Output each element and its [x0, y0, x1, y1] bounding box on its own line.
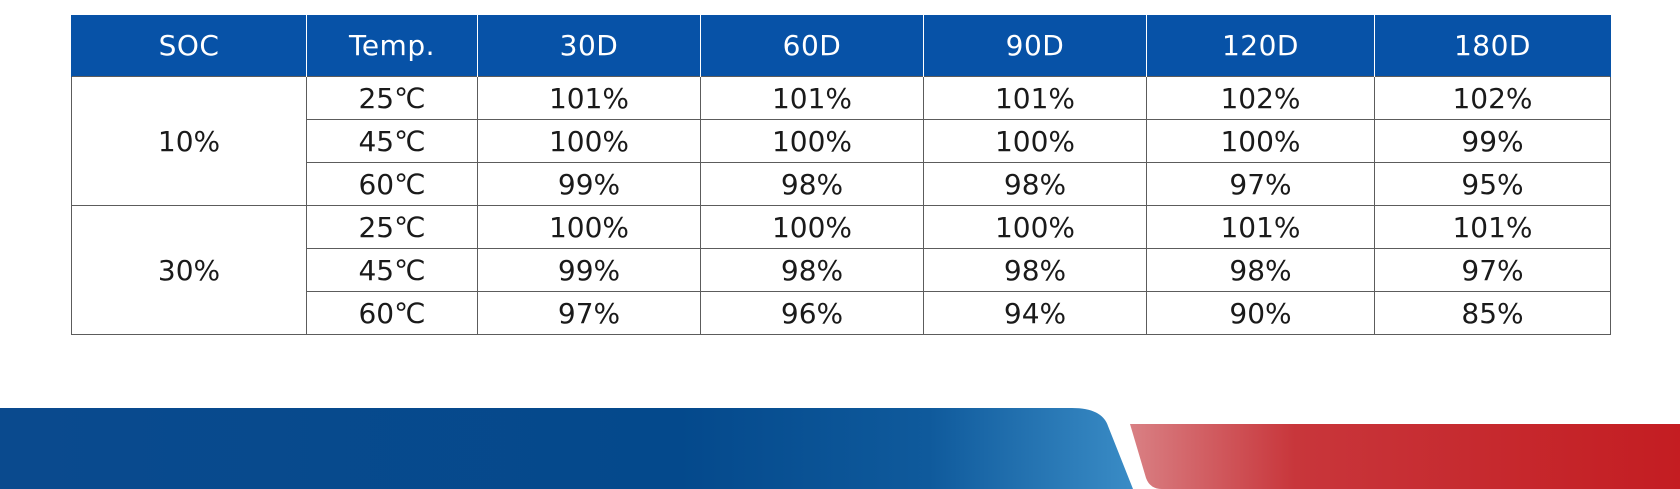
banner-red-band [1130, 424, 1680, 489]
temp-cell: 45℃ [306, 119, 478, 163]
temp-cell: 25℃ [306, 205, 478, 249]
table-row: 30% 25℃ 100% 100% 100% 101% 101% [71, 205, 1611, 335]
value-cell: 98% [923, 248, 1147, 292]
value-cell: 102% [1374, 76, 1611, 120]
header-temp: Temp. [306, 15, 478, 77]
value-cell: 102% [1146, 76, 1375, 120]
value-cell: 90% [1146, 291, 1375, 335]
header-60d: 60D [700, 15, 924, 77]
table-row: 45℃ 99% 98% 98% 98% 97% [72, 248, 1611, 292]
value-cell: 101% [700, 76, 924, 120]
temp-cell: 25℃ [306, 76, 478, 120]
banner-blue-band [0, 408, 1133, 489]
header-90d: 90D [923, 15, 1147, 77]
value-cell: 98% [1146, 248, 1375, 292]
table-row: 10% 25℃ 101% 101% 101% 102% 102% [71, 76, 1611, 206]
value-cell: 100% [477, 205, 701, 249]
table-row: 60℃ 97% 96% 94% 90% 85% [72, 291, 1611, 335]
value-cell: 98% [700, 162, 924, 206]
value-cell: 100% [700, 119, 924, 163]
temp-cell: 45℃ [306, 248, 478, 292]
value-cell: 97% [1374, 248, 1611, 292]
value-cell: 100% [700, 205, 924, 249]
temp-cell: 60℃ [306, 291, 478, 335]
value-cell: 101% [923, 76, 1147, 120]
value-cell: 98% [923, 162, 1147, 206]
storage-capacity-table-wrap: SOC Temp. 30D 60D 90D 120D 180D 10% 25℃ … [71, 15, 1611, 335]
header-soc: SOC [71, 15, 307, 77]
header-120d: 120D [1146, 15, 1375, 77]
value-cell: 100% [477, 119, 701, 163]
soc-cell-10: 10% [71, 76, 307, 206]
value-cell: 97% [1146, 162, 1375, 206]
value-cell: 97% [477, 291, 701, 335]
value-cell: 99% [477, 162, 701, 206]
footer-banner [0, 408, 1680, 489]
soc-cell-30: 30% [71, 205, 307, 335]
storage-capacity-table: SOC Temp. 30D 60D 90D 120D 180D 10% 25℃ … [71, 15, 1611, 335]
temp-cell: 60℃ [306, 162, 478, 206]
header-180d: 180D [1374, 15, 1611, 77]
value-cell: 99% [1374, 119, 1611, 163]
value-cell: 101% [1146, 205, 1375, 249]
value-cell: 100% [923, 119, 1147, 163]
value-cell: 100% [1146, 119, 1375, 163]
value-cell: 100% [923, 205, 1147, 249]
value-cell: 98% [700, 248, 924, 292]
value-cell: 101% [1374, 205, 1611, 249]
header-30d: 30D [477, 15, 701, 77]
value-cell: 101% [477, 76, 701, 120]
table-row: 60℃ 99% 98% 98% 97% 95% [72, 162, 1611, 206]
value-cell: 94% [923, 291, 1147, 335]
value-cell: 99% [477, 248, 701, 292]
value-cell: 96% [700, 291, 924, 335]
table-header-row: SOC Temp. 30D 60D 90D 120D 180D [71, 15, 1611, 77]
value-cell: 95% [1374, 162, 1611, 206]
value-cell: 85% [1374, 291, 1611, 335]
